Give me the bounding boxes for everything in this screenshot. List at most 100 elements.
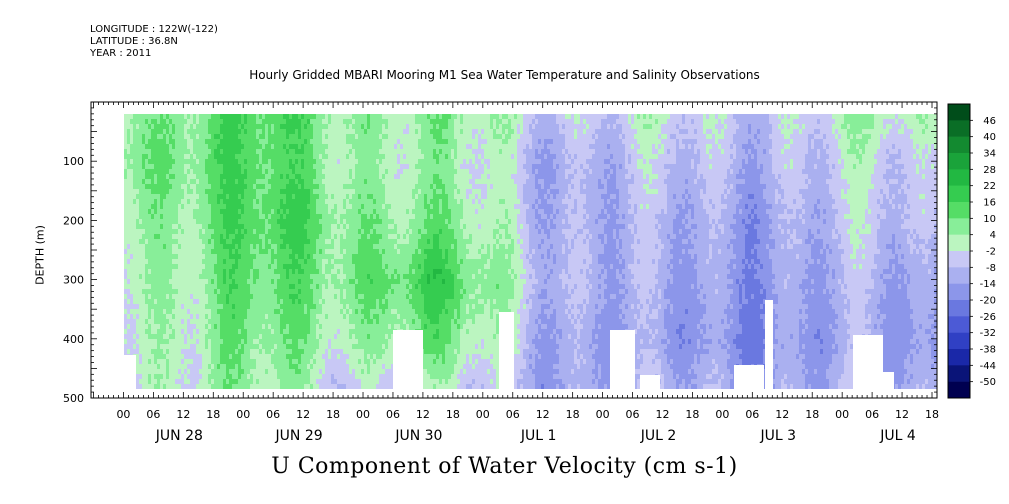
heat-cell: [343, 174, 347, 180]
heat-cell: [352, 194, 356, 200]
heat-cell: [298, 244, 302, 250]
heat-cell: [292, 314, 296, 320]
heat-cell: [361, 249, 365, 255]
heat-cell: [127, 329, 131, 335]
heat-cell: [145, 244, 149, 250]
heat-cell: [370, 199, 374, 205]
heat-cell: [229, 319, 233, 325]
heat-cell: [343, 154, 347, 160]
heat-cell: [250, 269, 254, 275]
heat-cell: [253, 344, 257, 350]
heat-cell: [319, 364, 323, 370]
heat-cell: [307, 209, 311, 215]
heat-cell: [175, 339, 179, 345]
heat-cell: [322, 339, 326, 345]
heat-cell: [352, 134, 356, 140]
heat-cell: [301, 134, 305, 140]
heat-cell: [337, 309, 341, 315]
heat-cell: [373, 179, 377, 185]
heat-cell: [157, 349, 161, 355]
heat-cell: [202, 179, 206, 185]
heat-cell: [154, 329, 158, 335]
heat-cell: [319, 179, 323, 185]
heat-cell: [238, 149, 242, 155]
heat-cell: [292, 284, 296, 290]
heat-cell: [283, 184, 287, 190]
heat-cell: [223, 239, 227, 245]
heat-cell: [139, 214, 143, 220]
heat-cell: [217, 269, 221, 275]
heat-cell: [244, 239, 248, 245]
heat-cell: [139, 239, 143, 245]
heat-cell: [202, 264, 206, 270]
heat-cell: [202, 344, 206, 350]
heat-cell: [220, 324, 224, 330]
heat-cell: [268, 334, 272, 340]
heat-cell: [355, 184, 359, 190]
heat-cell: [127, 144, 131, 150]
heat-cell: [157, 144, 161, 150]
heat-cell: [241, 174, 245, 180]
heat-cell: [151, 334, 155, 340]
heat-cell: [211, 114, 215, 120]
heat-cell: [391, 269, 395, 275]
heat-cell: [187, 264, 191, 270]
heat-cell: [292, 149, 296, 155]
heat-cell: [229, 219, 233, 225]
heat-cell: [253, 289, 257, 295]
heat-cell: [235, 189, 239, 195]
heat-cell: [160, 174, 164, 180]
heat-cell: [205, 199, 209, 205]
heat-cell: [142, 154, 146, 160]
heat-cell: [178, 269, 182, 275]
heat-cell: [223, 224, 227, 230]
heat-cell: [373, 224, 377, 230]
heat-cell: [193, 119, 197, 125]
heat-cell: [145, 319, 149, 325]
heat-cell: [145, 264, 149, 270]
heat-cell: [322, 294, 326, 300]
heat-cell: [343, 214, 347, 220]
heat-cell: [313, 234, 317, 240]
heat-cell: [142, 344, 146, 350]
heat-cell: [244, 264, 248, 270]
heat-cell: [283, 229, 287, 235]
heat-cell: [244, 234, 248, 240]
heat-cell: [130, 339, 134, 345]
heat-cell: [193, 329, 197, 335]
heat-cell: [178, 284, 182, 290]
heat-cell: [352, 374, 356, 380]
heat-cell: [274, 154, 278, 160]
heat-cell: [226, 294, 230, 300]
heat-cell: [232, 234, 236, 240]
heat-cell: [244, 179, 248, 185]
heat-cell: [352, 344, 356, 350]
heat-cell: [298, 219, 302, 225]
heat-cell: [151, 294, 155, 300]
heat-cell: [190, 234, 194, 240]
heat-cell: [325, 299, 329, 305]
heat-cell: [175, 249, 179, 255]
heat-cell: [322, 374, 326, 380]
heat-cell: [151, 179, 155, 185]
heat-cell: [358, 214, 362, 220]
heat-cell: [163, 309, 167, 315]
heat-cell: [181, 124, 185, 130]
heat-cell: [391, 259, 395, 265]
heat-cell: [265, 264, 269, 270]
heat-cell: [283, 234, 287, 240]
heat-cell: [253, 384, 257, 389]
heat-cell: [130, 174, 134, 180]
heat-cell: [136, 249, 140, 255]
heat-cell: [181, 234, 185, 240]
heat-cell: [301, 119, 305, 125]
heat-cell: [154, 239, 158, 245]
heat-cell: [199, 124, 203, 130]
heat-cell: [235, 384, 239, 389]
heat-cell: [271, 364, 275, 370]
heat-cell: [181, 149, 185, 155]
heat-cell: [172, 204, 176, 210]
heat-cell: [130, 294, 134, 300]
heat-cell: [394, 124, 398, 130]
heat-cell: [244, 314, 248, 320]
